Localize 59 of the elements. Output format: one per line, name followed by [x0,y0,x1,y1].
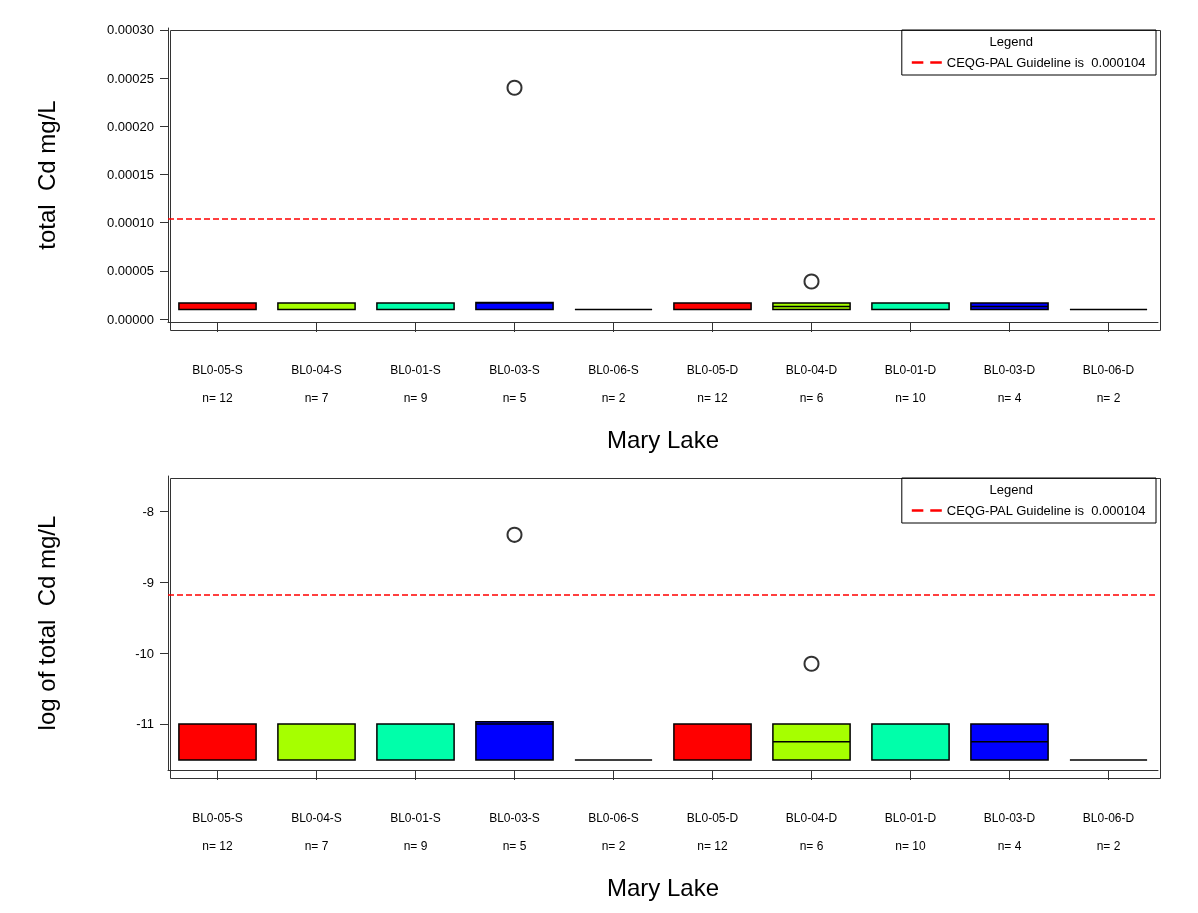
text: n= 6 [799,391,824,405]
text: n= 12 [697,391,728,405]
x-tick-label: BL0-06-D [1082,363,1135,377]
legend-title: Legend [989,482,1034,497]
x-tick-label: BL0-05-D [686,811,739,825]
text: n= 2 [601,391,626,405]
x-tick-label: BL0-04-S [291,363,342,377]
text: n= 4 [997,839,1022,853]
legend-label: CEQG-PAL Guideline is 0.000104 [946,503,1146,518]
text: n= 9 [403,839,428,853]
y-tick-label: -11 [136,716,154,732]
x-tick-label: BL0-06-S [588,363,639,377]
text: n= 7 [304,391,329,405]
x-tick-label: BL0-05-S [192,363,243,377]
x-tick-label: BL0-03-D [983,811,1036,825]
x-tick-label: BL0-05-D [686,363,739,377]
text: n= 9 [403,391,428,405]
text: n= 2 [601,839,626,853]
y-tick-label: 0.00025 [107,70,154,86]
text: n= 12 [697,839,728,853]
y-tick-label: 0.00005 [107,263,154,279]
x-tick-label: BL0-04-S [291,811,342,825]
legend-title: Legend [989,34,1034,49]
y-tick-label: -10 [135,645,154,661]
text: n= 4 [997,391,1022,405]
x-tick-label: BL0-04-D [785,363,838,377]
text: n= 12 [202,391,233,405]
x-tick-label: BL0-06-S [588,811,639,825]
y-axis-title: log of total Cd mg/L [32,515,60,731]
text: n= 10 [895,839,926,853]
y-tick-label: 0.00015 [107,167,154,183]
x-tick-label: BL0-04-D [785,811,838,825]
x-tick-label: BL0-03-S [489,363,540,377]
y-tick-label: -8 [142,503,154,519]
y-tick-label: 0.00030 [107,22,154,38]
x-axis-title: Mary Lake [606,873,720,901]
text: n= 2 [1096,391,1121,405]
x-tick-label: BL0-06-D [1082,811,1135,825]
x-tick-label: BL0-01-D [884,811,937,825]
text: n= 12 [202,839,233,853]
x-axis-title: Mary Lake [606,425,720,453]
y-tick-label: 0.00010 [107,215,154,231]
text: n= 7 [304,839,329,853]
x-tick-label: BL0-03-D [983,363,1036,377]
x-tick-label: BL0-01-D [884,363,937,377]
text: n= 2 [1096,839,1121,853]
x-tick-label: BL0-01-S [390,363,441,377]
y-tick-label: 0.00000 [107,311,154,327]
x-tick-label: BL0-01-S [390,811,441,825]
x-tick-label: BL0-05-S [192,811,243,825]
legend-label: CEQG-PAL Guideline is 0.000104 [946,55,1146,70]
y-tick-label: -9 [142,574,154,590]
x-tick-label: BL0-03-S [489,811,540,825]
text: n= 10 [895,391,926,405]
text: n= 5 [502,391,527,405]
text: n= 5 [502,839,527,853]
y-axis-title: total Cd mg/L [32,100,60,250]
text: n= 6 [799,839,824,853]
y-tick-label: 0.00020 [107,118,154,134]
